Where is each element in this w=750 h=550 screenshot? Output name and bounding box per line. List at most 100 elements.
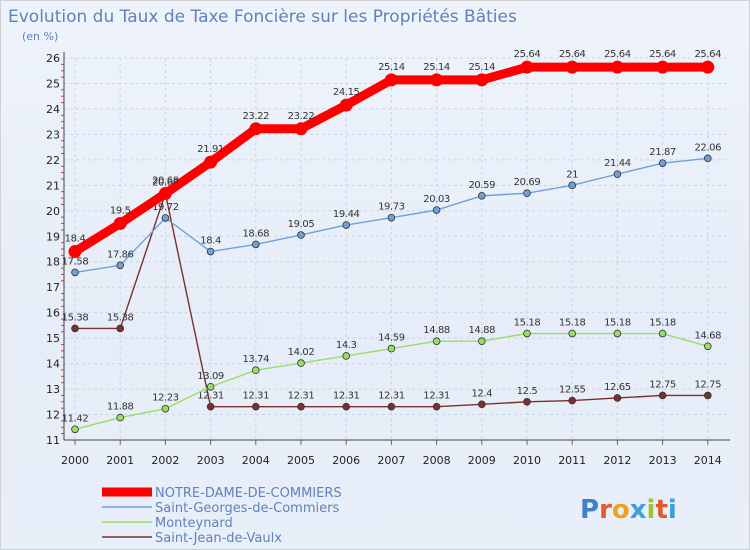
data-label: 12.4 xyxy=(471,388,492,399)
data-label: 25.64 xyxy=(514,49,541,60)
data-point xyxy=(113,217,127,231)
data-point xyxy=(477,400,486,409)
data-label: 25.64 xyxy=(604,49,631,60)
data-label: 20.69 xyxy=(514,177,541,188)
data-label: 25.14 xyxy=(378,62,405,73)
data-label: 24.15 xyxy=(333,87,360,98)
legend-label: Monteynard xyxy=(155,516,233,531)
data-label: 20.03 xyxy=(423,194,450,205)
x-tick-label: 2012 xyxy=(603,454,631,467)
y-tick-label: 25 xyxy=(46,77,60,90)
data-point xyxy=(71,425,79,434)
x-tick-label: 2002 xyxy=(151,454,179,467)
data-point xyxy=(523,397,531,406)
data-point xyxy=(520,60,534,74)
data-label: 12.5 xyxy=(517,386,538,397)
data-point xyxy=(161,214,170,222)
y-tick-label: 24 xyxy=(46,103,60,116)
data-label: 25.14 xyxy=(423,62,450,73)
data-label: 19.72 xyxy=(152,202,179,213)
y-tick-label: 11 xyxy=(46,434,60,447)
data-point xyxy=(206,382,215,391)
y-tick-label: 16 xyxy=(46,307,60,320)
data-point xyxy=(430,73,444,87)
data-point xyxy=(703,342,712,351)
y-tick-label: 13 xyxy=(46,383,60,396)
data-point xyxy=(703,391,712,400)
x-tick-label: 2001 xyxy=(106,454,134,467)
data-label: 14.02 xyxy=(288,347,315,358)
data-label: 20.68 xyxy=(152,177,179,188)
data-point xyxy=(252,240,260,249)
data-point xyxy=(206,247,215,256)
data-label: 15.38 xyxy=(62,312,89,323)
y-tick-label: 20 xyxy=(46,205,60,218)
x-tick-label: 2010 xyxy=(513,454,541,467)
data-label: 12.75 xyxy=(694,379,721,390)
data-point xyxy=(116,324,124,333)
x-tick-label: 2003 xyxy=(197,454,225,467)
y-tick-label: 19 xyxy=(46,230,60,243)
data-label: 17.86 xyxy=(107,249,134,260)
data-label: 25.64 xyxy=(694,49,721,60)
legend-label: Saint-Georges-de-Commiers xyxy=(155,501,339,516)
y-tick-label: 17 xyxy=(46,281,60,294)
data-label: 25.14 xyxy=(468,62,495,73)
data-label: 17.58 xyxy=(62,256,89,267)
unit-label: (en %) xyxy=(22,30,58,43)
data-point xyxy=(432,337,441,345)
data-point xyxy=(249,122,263,136)
chart-title: Evolution du Taux de Taxe Foncière sur l… xyxy=(8,7,517,27)
data-point xyxy=(71,324,79,333)
data-label: 12.23 xyxy=(152,393,179,404)
data-point xyxy=(387,213,396,222)
data-label: 14.3 xyxy=(336,340,357,351)
data-point xyxy=(342,352,351,360)
data-label: 14.59 xyxy=(378,333,405,344)
data-point xyxy=(658,391,667,400)
data-point xyxy=(613,329,622,338)
data-label: 20.68 xyxy=(152,175,179,186)
data-point xyxy=(294,122,308,136)
legend-label: NOTRE-DAME-DE-COMMIERS xyxy=(155,486,342,501)
y-tick-label: 22 xyxy=(46,154,60,167)
data-label: 13.09 xyxy=(197,371,224,382)
data-point xyxy=(116,261,124,270)
data-label: 15.18 xyxy=(514,318,541,329)
data-label: 20.59 xyxy=(468,180,495,191)
data-point xyxy=(252,366,260,375)
data-point xyxy=(432,206,441,214)
data-label: 13.74 xyxy=(242,354,269,365)
data-point xyxy=(523,329,531,338)
data-label: 12.55 xyxy=(559,385,586,396)
y-tick-label: 18 xyxy=(46,256,60,269)
data-point xyxy=(204,155,218,169)
data-label: 15.38 xyxy=(107,312,134,323)
series-layer: 15.38 15.38 20.68 12.31 12.31 12.31 12.31 12.31… xyxy=(62,49,722,434)
data-point xyxy=(387,402,396,411)
data-point xyxy=(161,404,170,413)
series-2: 11.42 11.88 12.23 13.09 13.74 14.02 14.3 14.59 1… xyxy=(62,318,722,434)
data-point xyxy=(477,191,486,200)
data-point xyxy=(565,60,579,74)
x-tick-label: 2014 xyxy=(694,454,722,467)
data-point xyxy=(116,413,124,422)
data-point xyxy=(252,402,260,411)
data-point xyxy=(297,359,305,367)
data-point xyxy=(387,344,396,353)
data-label: 21 xyxy=(566,169,578,180)
data-label: 23.22 xyxy=(288,111,315,122)
axes: 11 12 13 14 15 16 17 18 19 20 21 22 23 24 25 26 2000 2001… xyxy=(46,52,730,467)
data-point xyxy=(568,396,576,405)
y-tick-label: 23 xyxy=(46,128,60,141)
data-label: 12.75 xyxy=(649,379,676,390)
data-label: 15.18 xyxy=(559,318,586,329)
data-point xyxy=(658,329,667,338)
data-point xyxy=(297,231,305,239)
data-label: 25.64 xyxy=(649,49,676,60)
data-point xyxy=(68,245,82,259)
data-label: 12.31 xyxy=(288,391,315,402)
data-label: 14.88 xyxy=(468,325,495,336)
data-point xyxy=(384,73,398,87)
